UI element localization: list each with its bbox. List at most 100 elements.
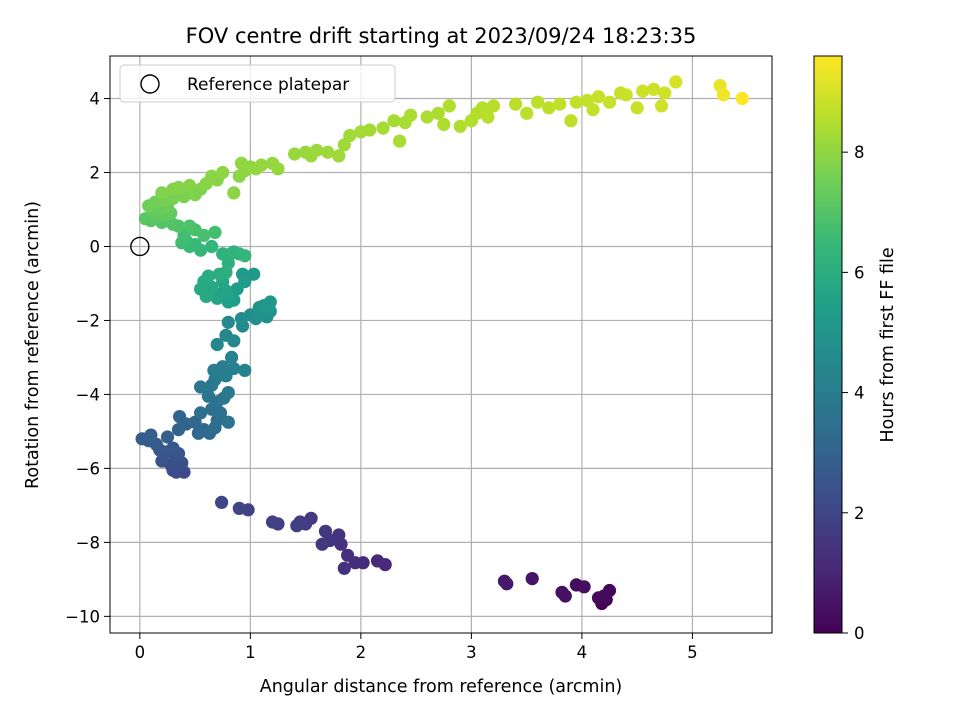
x-tick-label: 4 bbox=[577, 643, 588, 662]
x-axis-ticks: 0 1 2 3 4 5 bbox=[135, 633, 698, 662]
data-point bbox=[201, 389, 215, 403]
colorbar-tick-label: 8 bbox=[854, 143, 865, 162]
data-point bbox=[227, 361, 241, 376]
data-point bbox=[658, 86, 672, 100]
data-point bbox=[208, 225, 222, 239]
y-tick-label: −4 bbox=[76, 385, 100, 404]
data-point bbox=[225, 350, 239, 364]
data-point bbox=[591, 90, 606, 104]
data-point bbox=[166, 441, 180, 455]
chart-title: FOV centre drift starting at 2023/09/24 … bbox=[186, 24, 697, 48]
colorbar: 0 2 4 6 8 Hours from first FF file bbox=[813, 55, 898, 643]
data-point bbox=[315, 537, 329, 551]
data-point bbox=[310, 143, 324, 157]
data-point bbox=[247, 267, 261, 281]
y-axis-label: Rotation from reference (arcmin) bbox=[23, 201, 43, 489]
data-point bbox=[216, 165, 230, 180]
colorbar-gradient bbox=[813, 55, 843, 634]
data-point bbox=[597, 589, 611, 603]
data-point bbox=[500, 577, 514, 591]
data-point bbox=[160, 430, 175, 444]
data-point bbox=[437, 117, 451, 131]
data-point bbox=[420, 110, 434, 124]
data-point bbox=[318, 524, 333, 538]
data-point bbox=[569, 95, 584, 109]
data-point bbox=[183, 178, 197, 193]
data-point bbox=[669, 75, 683, 89]
data-point bbox=[508, 97, 523, 111]
legend: Reference platepar bbox=[119, 64, 396, 103]
reference-marker bbox=[130, 236, 150, 257]
colorbar-tick-label: 2 bbox=[854, 504, 865, 523]
y-tick-label: 0 bbox=[90, 237, 101, 256]
data-point bbox=[232, 501, 246, 515]
data-point bbox=[271, 162, 285, 176]
x-tick-label: 3 bbox=[466, 643, 477, 662]
y-tick-label: −10 bbox=[65, 607, 100, 626]
data-point bbox=[337, 561, 351, 575]
data-point bbox=[558, 589, 572, 603]
data-point bbox=[370, 554, 385, 568]
data-point bbox=[716, 88, 731, 102]
data-point bbox=[194, 406, 208, 420]
data-point bbox=[215, 495, 229, 509]
data-point bbox=[564, 114, 578, 128]
data-point bbox=[166, 191, 180, 205]
data-point bbox=[210, 337, 224, 352]
data-point bbox=[343, 128, 357, 143]
x-axis-label: Angular distance from reference (arcmin) bbox=[260, 677, 623, 697]
data-point bbox=[531, 95, 545, 109]
colorbar-ticks: 0 2 4 6 8 bbox=[842, 143, 865, 643]
data-point bbox=[205, 169, 219, 183]
data-point bbox=[238, 363, 252, 377]
data-point bbox=[387, 114, 401, 128]
data-point bbox=[183, 219, 197, 233]
legend-label: Reference platepar bbox=[187, 75, 349, 95]
y-tick-label: −2 bbox=[76, 311, 100, 330]
plot-frame bbox=[109, 55, 773, 634]
scatter-points bbox=[135, 75, 749, 611]
x-tick-label: 0 bbox=[135, 643, 146, 662]
colorbar-tick-label: 4 bbox=[854, 384, 865, 403]
data-point bbox=[290, 519, 304, 533]
data-point bbox=[431, 106, 445, 120]
data-point bbox=[194, 380, 208, 394]
data-point bbox=[647, 82, 661, 96]
data-point bbox=[404, 108, 418, 122]
y-tick-label: 2 bbox=[90, 164, 101, 183]
data-point bbox=[453, 119, 467, 133]
legend-box bbox=[119, 64, 396, 103]
y-tick-label: 4 bbox=[90, 90, 101, 109]
y-tick-label: −6 bbox=[76, 459, 100, 478]
x-tick-label: 5 bbox=[687, 643, 698, 662]
y-axis-ticks: −10 −8 −6 −4 −2 0 2 4 bbox=[65, 90, 110, 626]
y-tick-label: −8 bbox=[76, 533, 100, 552]
data-point bbox=[288, 147, 302, 161]
data-point bbox=[263, 295, 277, 309]
data-point bbox=[486, 99, 501, 113]
data-point bbox=[442, 99, 456, 113]
data-point bbox=[636, 84, 650, 98]
data-point bbox=[542, 101, 556, 115]
x-tick-label: 2 bbox=[356, 643, 367, 662]
data-point bbox=[735, 91, 749, 106]
plot-area: 0 1 2 3 4 5 −10 −8 −6 −4 −2 0 2 4 bbox=[65, 55, 773, 662]
data-point bbox=[221, 386, 235, 400]
data-point bbox=[654, 99, 669, 113]
data-point bbox=[586, 103, 600, 117]
data-point bbox=[481, 110, 495, 124]
data-point bbox=[238, 249, 252, 263]
data-point bbox=[619, 88, 633, 102]
data-point bbox=[221, 415, 235, 429]
data-point bbox=[254, 158, 268, 172]
plot-background bbox=[110, 56, 772, 633]
data-point bbox=[205, 239, 219, 254]
data-point bbox=[173, 410, 187, 424]
data-point bbox=[234, 156, 249, 170]
data-point bbox=[201, 269, 215, 283]
data-point bbox=[602, 95, 617, 109]
data-point bbox=[525, 572, 539, 586]
data-point bbox=[210, 291, 224, 305]
data-point bbox=[553, 97, 567, 111]
